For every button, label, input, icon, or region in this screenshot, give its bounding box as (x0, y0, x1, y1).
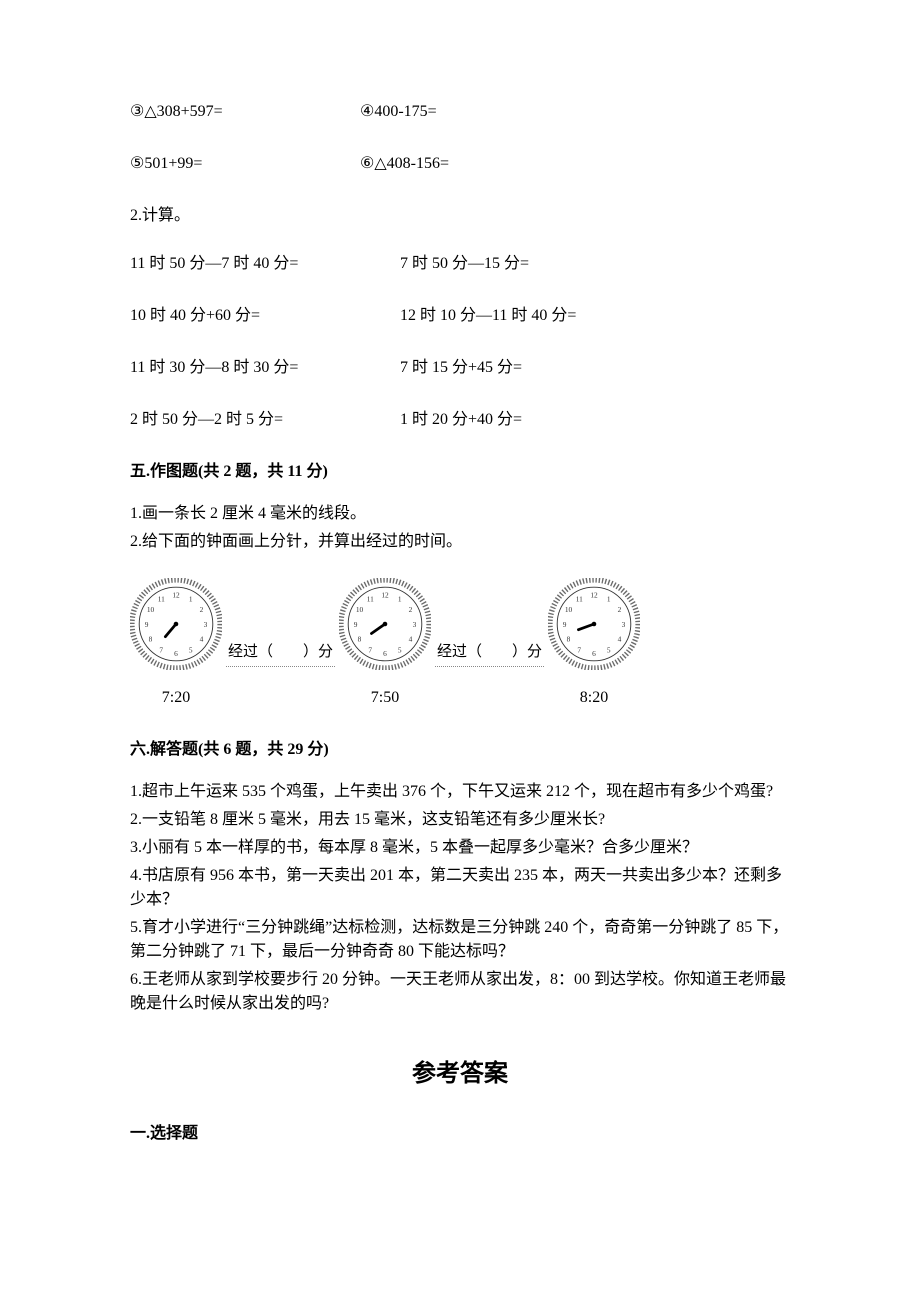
clock-block: 1212345678910117:50 (339, 578, 431, 710)
equation-left: ⑤501+99= (130, 152, 360, 176)
clock-number: 7 (577, 645, 581, 654)
time-equation-right: 12 时 10 分—11 时 40 分= (400, 304, 576, 328)
clock-number: 3 (204, 620, 208, 629)
section5-head: 五.作图题(共 2 题，共 11 分) (130, 460, 790, 484)
clock-number: 4 (409, 634, 413, 643)
clock-number: 11 (158, 594, 165, 603)
clock-number: 5 (398, 645, 402, 654)
clock-number: 12 (590, 590, 598, 599)
clock-block: 1212345678910117:20 (130, 578, 222, 710)
clock-time-label: 7:50 (371, 686, 399, 710)
clock-number: 6 (174, 649, 178, 658)
clock-number: 1 (398, 594, 402, 603)
elapsed-label: 经过（ ）分 (226, 641, 335, 667)
time-equation-right: 7 时 50 分—15 分= (400, 252, 529, 276)
answer-title: 参考答案 (130, 1056, 790, 1092)
clock-number: 3 (622, 620, 626, 629)
equation-left: ③△308+597= (130, 100, 360, 124)
section6-item: 5.育才小学进行“三分钟跳绳”达标检测，达标数是三分钟跳 240 个，奇奇第一分… (130, 916, 790, 964)
clock-number: 11 (576, 594, 583, 603)
equation-row: ③△308+597=④400-175= (130, 100, 790, 124)
time-equation-row: 10 时 40 分+60 分=12 时 10 分—11 时 40 分= (130, 304, 790, 328)
q2-rows: 11 时 50 分—7 时 40 分=7 时 50 分—15 分= 10 时 40… (130, 252, 790, 432)
time-equation-left: 11 时 50 分—7 时 40 分= (130, 252, 400, 276)
clock-icon: 121234567891011 (548, 578, 640, 670)
clock-number: 10 (356, 605, 364, 614)
section6-items: 1.超市上午运来 535 个鸡蛋，上午卖出 376 个，下午又运来 212 个，… (130, 780, 790, 1016)
clock-number: 5 (189, 645, 193, 654)
clock-number: 12 (172, 590, 180, 599)
clock-time-label: 7:20 (162, 686, 190, 710)
section6-item: 6.王老师从家到学校要步行 20 分钟。一天王老师从家出发，8：00 到达学校。… (130, 968, 790, 1016)
time-equation-left: 10 时 40 分+60 分= (130, 304, 400, 328)
clock-number: 2 (200, 605, 204, 614)
clocks-figure: 1212345678910117:20经过（ ）分121234567891011… (130, 578, 790, 710)
q1-rows: ③△308+597=④400-175= ⑤501+99=⑥△408-156= (130, 100, 790, 176)
clock-icon: 121234567891011 (130, 578, 222, 670)
time-equation-row: 2 时 50 分—2 时 5 分=1 时 20 分+40 分= (130, 408, 790, 432)
section5-items: 1.画一条长 2 厘米 4 毫米的线段。 2.给下面的钟面画上分针，并算出经过的时… (130, 502, 790, 554)
clock-number: 6 (383, 649, 387, 658)
section6-item: 3.小丽有 5 本一样厚的书，每本厚 8 毫米，5 本叠一起厚多少毫米？合多少厘… (130, 836, 790, 860)
time-equation-right: 7 时 15 分+45 分= (400, 356, 522, 380)
clock-number: 8 (149, 634, 153, 643)
clock-number: 11 (367, 594, 374, 603)
clock-block: 1212345678910118:20 (548, 578, 640, 710)
q2-label: 2.计算。 (130, 204, 790, 228)
section6-item: 2.一支铅笔 8 厘米 5 毫米，用去 15 毫米，这支铅笔还有多少厘米长? (130, 808, 790, 832)
answer-sub-1: 一.选择题 (130, 1122, 790, 1146)
section6-item: 1.超市上午运来 535 个鸡蛋，上午卖出 376 个，下午又运来 212 个，… (130, 780, 790, 804)
clock-number: 7 (368, 645, 372, 654)
elapsed-label: 经过（ ）分 (435, 641, 544, 667)
time-equation-left: 2 时 50 分—2 时 5 分= (130, 408, 400, 432)
clock-time-label: 8:20 (580, 686, 608, 710)
clock-number: 1 (189, 594, 193, 603)
clock-number: 8 (358, 634, 362, 643)
clock-number: 6 (592, 649, 596, 658)
time-equation-row: 11 时 50 分—7 时 40 分=7 时 50 分—15 分= (130, 252, 790, 276)
clock-number: 12 (381, 590, 389, 599)
clock-number: 2 (618, 605, 622, 614)
clock-number: 4 (200, 634, 204, 643)
section5-item: 1.画一条长 2 厘米 4 毫米的线段。 (130, 502, 790, 526)
clock-number: 7 (159, 645, 163, 654)
section6-item: 4.书店原有 956 本书，第一天卖出 201 本，第二天卖出 235 本，两天… (130, 864, 790, 912)
clock-number: 4 (618, 634, 622, 643)
section5-item: 2.给下面的钟面画上分针，并算出经过的时间。 (130, 530, 790, 554)
clock-number: 8 (567, 634, 571, 643)
clock-number: 2 (409, 605, 413, 614)
section6-head: 六.解答题(共 6 题，共 29 分) (130, 738, 790, 762)
time-equation-row: 11 时 30 分—8 时 30 分=7 时 15 分+45 分= (130, 356, 790, 380)
clock-number: 3 (413, 620, 417, 629)
clock-icon: 121234567891011 (339, 578, 431, 670)
equation-row: ⑤501+99=⑥△408-156= (130, 152, 790, 176)
equation-right: ④400-175= (360, 100, 437, 124)
clock-number: 9 (563, 620, 567, 629)
clock-number: 10 (147, 605, 155, 614)
clock-number: 5 (607, 645, 611, 654)
clock-number: 9 (145, 620, 149, 629)
page: ③△308+597=④400-175= ⑤501+99=⑥△408-156= 2.… (0, 0, 920, 1302)
time-equation-right: 1 时 20 分+40 分= (400, 408, 522, 432)
clock-number: 10 (565, 605, 573, 614)
clock-number: 1 (607, 594, 611, 603)
clock-number: 9 (354, 620, 358, 629)
time-equation-left: 11 时 30 分—8 时 30 分= (130, 356, 400, 380)
equation-right: ⑥△408-156= (360, 152, 449, 176)
